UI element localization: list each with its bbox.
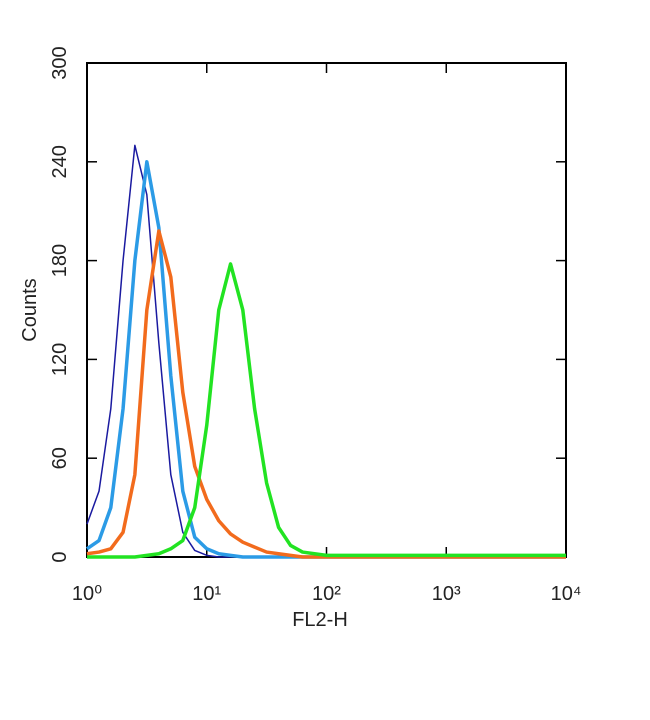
x-axis-label: FL2-H [292,609,348,631]
plot-frame [86,62,567,558]
x-tick-label: 10² [312,583,341,605]
x-tick-label: 10⁰ [72,583,102,605]
y-tick-label: 60 [49,447,71,469]
y-tick-label: 0 [49,551,71,562]
y-axis-label: Counts [19,278,41,341]
histogram-line [86,229,566,559]
histogram-line [86,144,566,558]
y-tick-label: 300 [49,46,71,79]
y-tick-label: 120 [49,343,71,376]
histogram-line [87,262,566,559]
histogram-line [86,160,566,559]
x-tick-label: 10¹ [192,583,221,605]
x-tick-label: 10⁴ [551,583,582,605]
y-tick-label: 240 [49,145,71,178]
y-tick-label: 180 [49,244,71,277]
x-tick-label: 10³ [432,583,461,605]
